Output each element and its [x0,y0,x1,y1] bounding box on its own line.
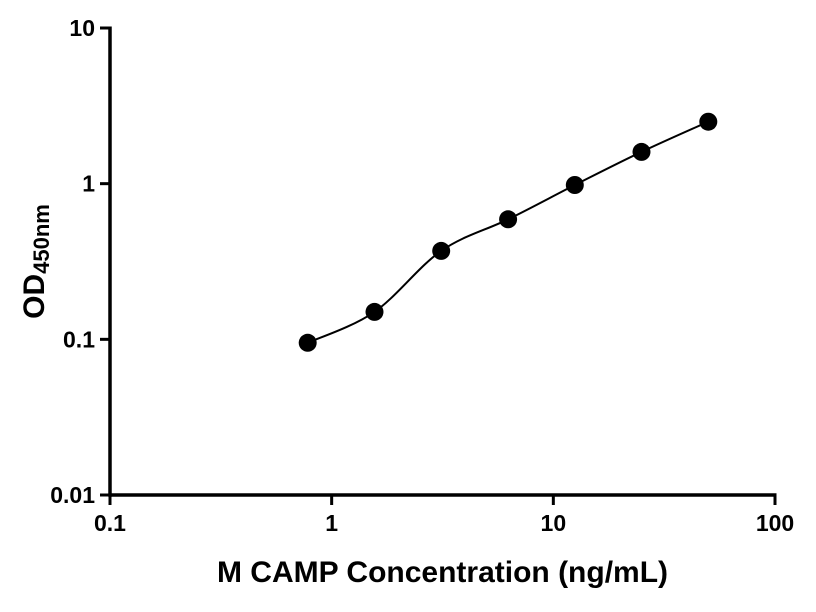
y-tick-label: 0.1 [63,326,95,352]
y-tick-label: 10 [69,15,95,41]
data-point [632,142,651,161]
x-axis-title: M CAMP Concentration (ng/mL) [217,556,668,589]
y-axis-title: OD450nm [18,204,54,319]
x-tick-label: 1 [325,510,338,536]
data-point [432,241,451,260]
x-tick-label: 0.1 [94,510,126,536]
data-point [298,333,317,352]
y-tick-label: 0.01 [50,482,95,508]
data-point [365,302,384,321]
data-point [499,210,518,229]
y-tick-label: 1 [82,171,95,197]
x-tick-label: 100 [756,510,794,536]
x-tick-label: 10 [541,510,567,536]
data-point [699,112,718,131]
data-point [565,176,584,194]
